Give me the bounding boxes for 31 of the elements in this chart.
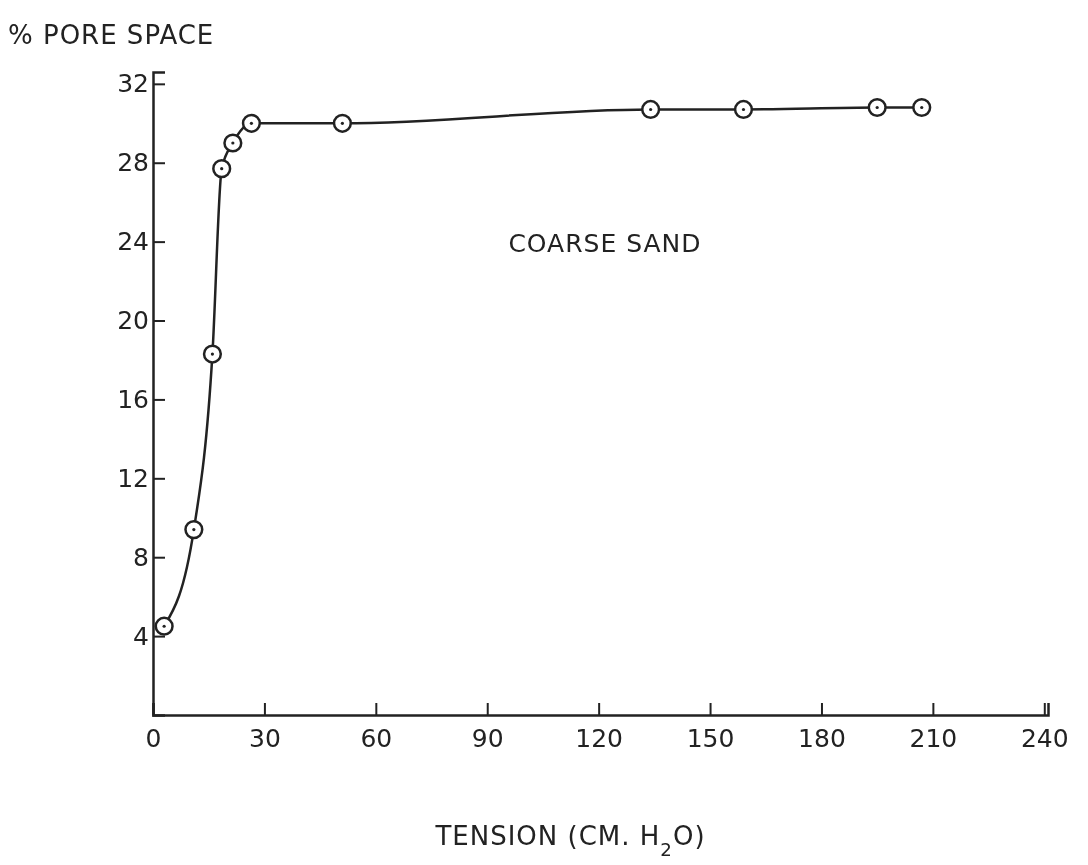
point — [223, 133, 243, 153]
x-tick-label: 0 — [145, 723, 162, 753]
point — [241, 113, 262, 133]
point — [867, 97, 887, 118]
point — [733, 99, 754, 120]
text: COARSE SAND — [508, 229, 702, 259]
point — [184, 519, 204, 540]
y-tick-label: 16 — [117, 384, 149, 414]
y-tick-label: 32 — [117, 69, 149, 99]
x-tick-label: 150 — [686, 723, 735, 753]
y-tick-label: 28 — [117, 148, 149, 178]
x-tick-label: 180 — [798, 723, 846, 753]
x-axis-title: TENSION (CM. H$_{2}$O) — [434, 821, 706, 860]
x-tick-label: 90 — [471, 723, 504, 753]
point — [212, 159, 232, 179]
x-tick-label: 60 — [360, 723, 393, 753]
y-tick-label: 24 — [117, 227, 149, 257]
x-tick-label: 210 — [909, 723, 958, 753]
point — [202, 344, 223, 364]
x-tick-label: 240 — [1020, 723, 1069, 753]
y-tick-label: 12 — [117, 463, 149, 493]
point — [154, 616, 174, 636]
y-tick-label: 4 — [133, 621, 149, 651]
point — [912, 97, 932, 118]
point — [332, 113, 353, 133]
x-tick-label: 30 — [249, 723, 281, 753]
y-tick-label: 8 — [133, 542, 149, 572]
y-tick-label: 20 — [117, 306, 149, 336]
x-tick-label: 120 — [575, 723, 623, 753]
point — [641, 99, 661, 120]
y-axis-title: % PORE SPACE — [8, 20, 215, 50]
